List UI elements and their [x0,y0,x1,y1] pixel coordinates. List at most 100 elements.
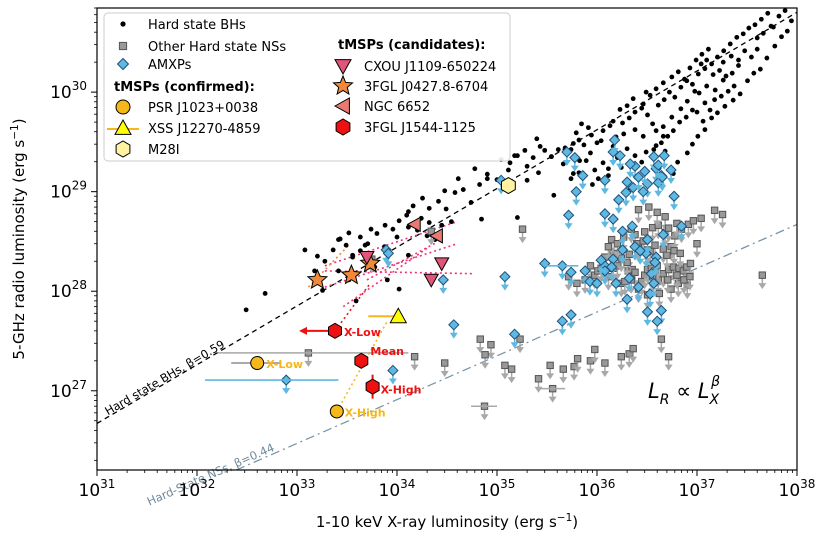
amxp-point [651,315,663,327]
x-tick-label: 1032 [179,477,216,501]
j1544-xhigh-label: X-High [381,384,422,397]
ns-limit-arrow-head [672,283,681,290]
ns-point [697,214,705,223]
ns-limit-arrow-head [597,276,606,283]
bh-point [632,153,638,159]
ns-point [670,247,678,255]
amxp-limit-arrow-head [654,173,663,180]
ns-limit-arrow-head [670,258,679,265]
ns-point [516,335,524,343]
amxp-limit-arrow-head [646,301,655,308]
bh-point [655,102,661,108]
legend-candidate-label: 3FGL J1544-1125 [364,121,476,136]
ns-limit-arrow-head [627,237,636,244]
amxp-point [577,169,589,182]
bh-point [717,68,722,73]
bh-point [707,107,713,113]
bh-point [598,138,604,144]
bh-point [632,127,638,133]
bh-point [727,41,733,47]
bh-point [605,173,611,179]
bh-point [576,137,582,143]
amxp-point [610,277,622,290]
m28i-point [501,177,516,195]
bh-point [730,97,736,103]
ns-limit-arrow-head [664,236,673,243]
bh-point [752,22,758,28]
ns-limit-arrow-head [480,414,489,421]
ns-limit-arrow-head [644,215,653,222]
amxp-limit-arrow-head [500,284,509,291]
j1544-high-point [365,378,380,395]
bh-point [723,73,729,79]
bh-point [322,258,328,264]
amxp-limit-arrow-head [654,190,663,197]
amxp-point [641,306,654,318]
bh-point [643,149,649,155]
bh-point [605,166,611,172]
bh-point [530,155,536,160]
ns-limit-arrow-head [676,261,685,268]
ns-point [534,375,543,383]
bh-point [607,123,613,129]
cxou-range-line [324,220,458,267]
ns-limit-arrow-head [507,377,516,384]
ns-limit-arrow-head [617,266,626,273]
y-axis-label: 5-GHz radio luminosity (erg s−1) [9,118,28,359]
bh-point [624,103,630,109]
amxp-point [448,319,460,331]
bh-point [687,65,693,71]
bh-point [624,146,630,152]
bh-point [405,209,411,215]
bh-point [404,212,410,218]
fit-label-ns: Hard-State NSs, β=0.44 [145,440,277,508]
bh-point [384,277,390,283]
ns-limit-arrow-head [693,251,701,258]
bh-point [362,242,368,248]
bh-point [626,115,632,121]
bh-point [590,182,595,187]
bh-point [581,142,587,148]
bh-point [455,176,461,182]
ns-point [663,251,671,259]
amxp-point [605,261,618,273]
ns-limit-arrow-head [590,357,599,364]
amxp-limit-arrow-head [600,221,609,228]
bh-point [690,141,695,147]
amxp-limit-arrow-head [609,160,618,167]
ns-point [518,225,527,233]
bh-point [570,171,576,176]
legend-candidate-label: 3FGL J0427.8-6704 [364,80,488,95]
j1023-xhigh-label: X-High [345,406,386,419]
bh-point [702,66,708,72]
bh-point [789,18,794,24]
legend-marker-1 [118,41,128,51]
ns-limit-arrow-head [534,386,543,393]
bh-point [536,170,541,176]
ns-limit-arrow-head [600,371,609,378]
ns-limit-arrow-head [670,243,679,250]
bh-point [660,124,666,130]
ns-point [631,268,639,276]
bh-point [507,160,513,166]
amxp-point [437,274,449,286]
bh-point [315,253,320,259]
bh-point [420,195,425,201]
amxp-limit-arrow-head [643,319,652,326]
bh-point [665,133,671,139]
legend-candidate-marker [333,97,350,115]
bh-point [757,66,763,72]
j1544-low-point [328,322,342,339]
ns-limit-arrow-head [617,364,626,371]
bh-point [396,218,402,224]
bh-point [630,96,636,102]
bh-point [610,118,616,124]
amxp-point [591,277,603,290]
ns-limit-arrow-head [573,366,582,373]
bh-point [669,114,675,120]
legend-marker-2 [116,57,130,71]
bh-point [515,215,520,220]
bh-point [734,34,740,40]
bh-point [537,143,543,149]
